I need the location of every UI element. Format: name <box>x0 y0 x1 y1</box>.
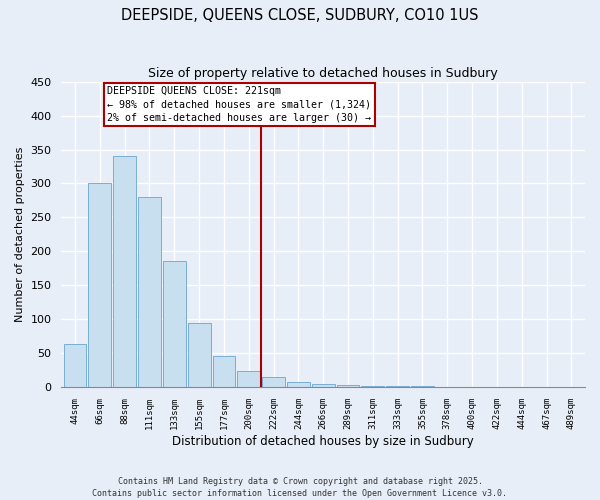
Bar <box>361 386 384 387</box>
Bar <box>138 197 161 387</box>
Bar <box>113 156 136 387</box>
Bar <box>88 183 111 387</box>
Bar <box>312 384 335 387</box>
Bar <box>188 322 211 387</box>
Bar <box>337 385 359 387</box>
Title: Size of property relative to detached houses in Sudbury: Size of property relative to detached ho… <box>148 68 498 80</box>
Bar <box>386 386 409 387</box>
Y-axis label: Number of detached properties: Number of detached properties <box>15 146 25 322</box>
Bar <box>287 382 310 387</box>
Bar <box>64 344 86 387</box>
Bar <box>163 262 186 387</box>
Bar <box>238 372 260 387</box>
Bar <box>212 356 235 387</box>
Text: DEEPSIDE QUEENS CLOSE: 221sqm
← 98% of detached houses are smaller (1,324)
2% of: DEEPSIDE QUEENS CLOSE: 221sqm ← 98% of d… <box>107 86 371 123</box>
Text: Contains HM Land Registry data © Crown copyright and database right 2025.
Contai: Contains HM Land Registry data © Crown c… <box>92 476 508 498</box>
Bar <box>262 378 285 387</box>
Text: DEEPSIDE, QUEENS CLOSE, SUDBURY, CO10 1US: DEEPSIDE, QUEENS CLOSE, SUDBURY, CO10 1U… <box>121 8 479 22</box>
X-axis label: Distribution of detached houses by size in Sudbury: Distribution of detached houses by size … <box>172 434 474 448</box>
Bar <box>411 386 434 387</box>
